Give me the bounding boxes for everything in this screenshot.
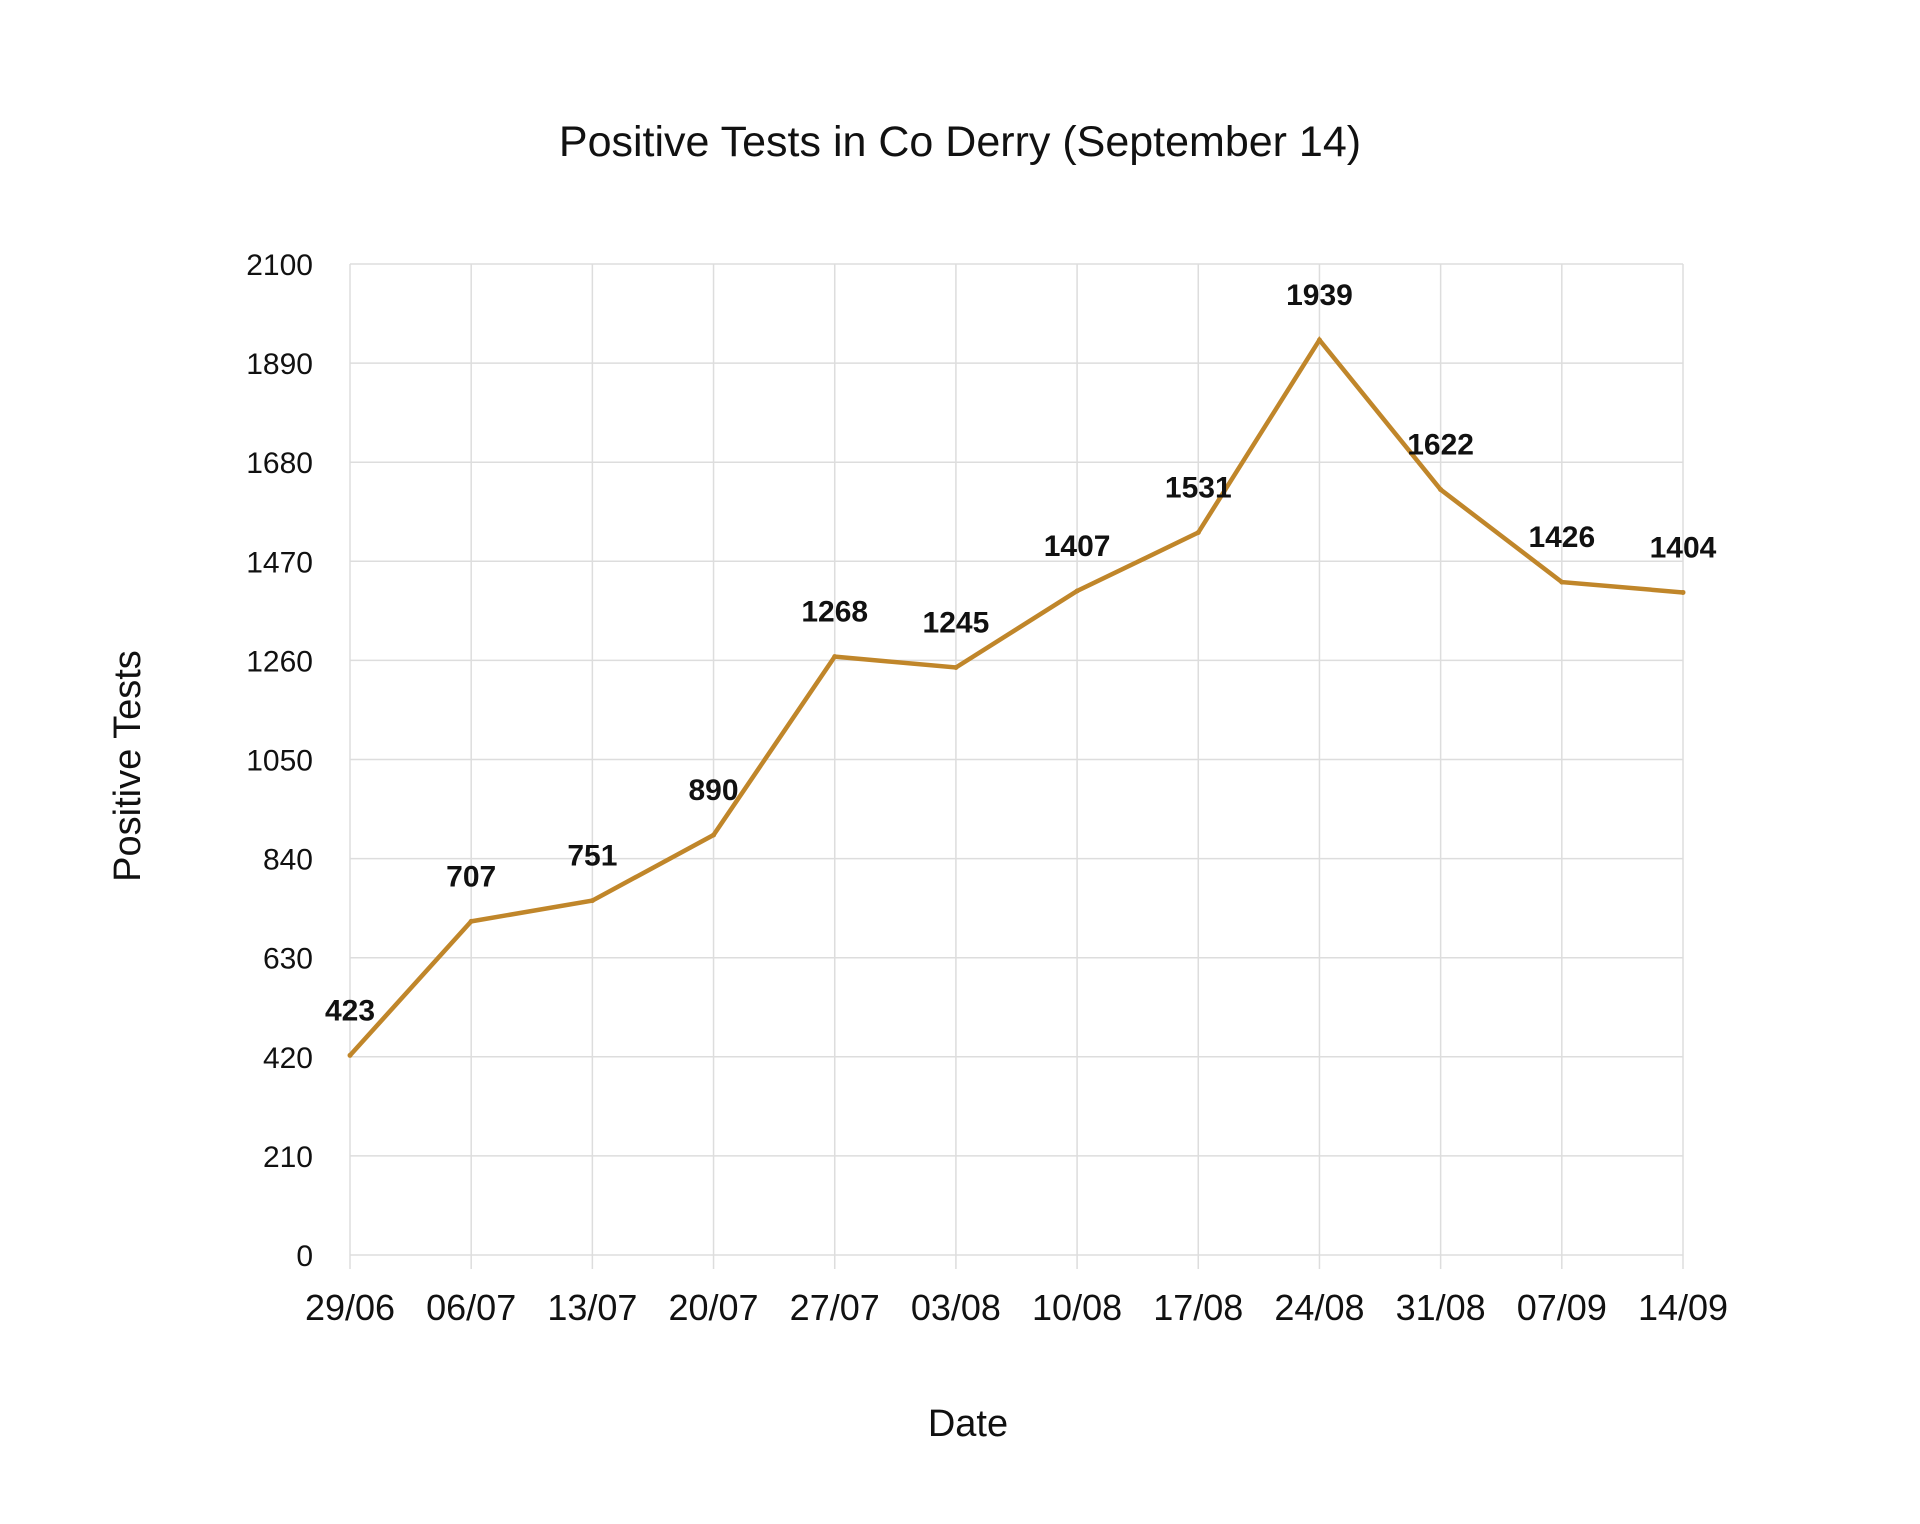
data-point bbox=[1680, 589, 1686, 595]
series-line bbox=[348, 336, 1684, 1057]
data-label: 1245 bbox=[923, 606, 990, 639]
x-tick-label: 27/07 bbox=[790, 1287, 880, 1328]
y-tick-label: 2100 bbox=[246, 249, 313, 282]
data-point bbox=[1438, 487, 1444, 493]
data-point bbox=[347, 1052, 353, 1058]
data-point bbox=[1559, 579, 1565, 585]
data-label: 1939 bbox=[1286, 279, 1353, 312]
x-tick-label: 03/08 bbox=[911, 1287, 1001, 1328]
data-point bbox=[468, 918, 474, 924]
data-label: 423 bbox=[325, 994, 375, 1027]
data-labels: 423 707 751 890 1268 1245 1407 1531 1939 1622 1426… bbox=[325, 279, 1717, 1027]
x-tick-label: 24/08 bbox=[1274, 1287, 1364, 1328]
data-label: 1268 bbox=[801, 596, 868, 629]
x-tick-label: 31/08 bbox=[1396, 1287, 1486, 1328]
data-label: 1404 bbox=[1650, 531, 1717, 564]
data-point bbox=[1316, 337, 1322, 343]
data-label: 890 bbox=[689, 774, 739, 807]
y-tick-label: 1260 bbox=[246, 645, 313, 678]
x-tick-label: 07/09 bbox=[1517, 1287, 1607, 1328]
data-point bbox=[589, 898, 595, 904]
x-tick-label: 13/07 bbox=[547, 1287, 637, 1328]
y-tick-label: 210 bbox=[263, 1141, 313, 1174]
x-tick-label: 06/07 bbox=[426, 1287, 516, 1328]
x-axis-ticks: 29/06 06/07 13/07 20/07 27/07 03/08 10/08 17/08… bbox=[305, 1287, 1728, 1328]
y-tick-label: 1470 bbox=[246, 546, 313, 579]
data-label: 1407 bbox=[1044, 530, 1111, 563]
y-tick-label: 840 bbox=[263, 844, 313, 877]
data-label: 707 bbox=[446, 860, 496, 893]
data-point bbox=[832, 654, 838, 660]
data-point bbox=[953, 664, 959, 670]
data-label: 1531 bbox=[1165, 472, 1232, 505]
y-axis-title: Positive Tests bbox=[107, 650, 149, 882]
y-tick-label: 0 bbox=[296, 1240, 313, 1273]
y-axis-ticks: 0 210 420 630 840 1050 1260 1470 1680 1890 2100 bbox=[246, 249, 313, 1273]
chart-title: Positive Tests in Co Derry (September 14… bbox=[558, 118, 1362, 166]
y-tick-label: 1680 bbox=[246, 447, 313, 480]
x-tick-label: 10/08 bbox=[1032, 1287, 1122, 1328]
data-point bbox=[1195, 530, 1201, 536]
data-label: 1622 bbox=[1407, 429, 1474, 462]
data-label: 751 bbox=[567, 840, 617, 873]
gridlines bbox=[349, 263, 1684, 1269]
data-label: 1426 bbox=[1528, 521, 1595, 554]
x-tick-label: 29/06 bbox=[305, 1287, 395, 1328]
x-tick-label: 20/07 bbox=[668, 1287, 758, 1328]
x-tick-label: 14/09 bbox=[1638, 1287, 1728, 1328]
data-point bbox=[1074, 588, 1080, 594]
series-layer bbox=[347, 336, 1686, 1058]
x-tick-label: 17/08 bbox=[1153, 1287, 1243, 1328]
data-point bbox=[711, 832, 717, 838]
y-tick-label: 1890 bbox=[246, 348, 313, 381]
x-axis-title: Date bbox=[928, 1403, 1008, 1445]
y-tick-label: 420 bbox=[263, 1042, 313, 1075]
y-tick-label: 630 bbox=[263, 943, 313, 976]
y-tick-label: 1050 bbox=[246, 745, 313, 778]
